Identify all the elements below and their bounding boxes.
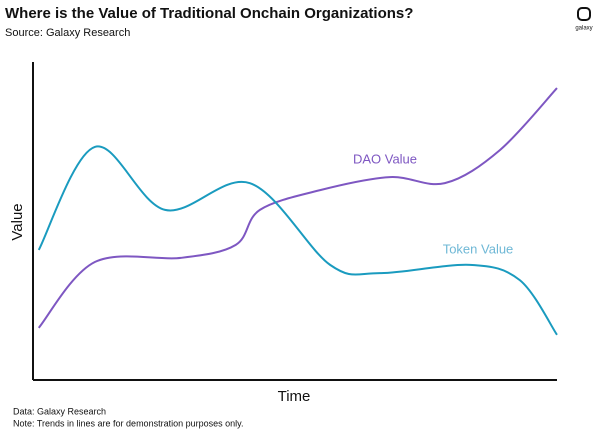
series-label: Token Value: [443, 241, 514, 256]
series-line: [37, 145, 558, 336]
logo-icon: [577, 7, 591, 21]
logo-text: galaxy: [575, 26, 592, 32]
chart-title: Where is the Value of Traditional Onchai…: [5, 5, 413, 22]
x-axis-label: Time: [278, 388, 311, 405]
series-label: DAO Value: [353, 151, 417, 166]
note: Data: Galaxy Research: [13, 406, 106, 416]
series-line: [37, 87, 558, 329]
chart-subtitle: Source: Galaxy Research: [5, 27, 130, 39]
y-axis-label: Value: [9, 203, 26, 240]
note: Note: Trends in lines are for demonstrat…: [13, 418, 243, 428]
